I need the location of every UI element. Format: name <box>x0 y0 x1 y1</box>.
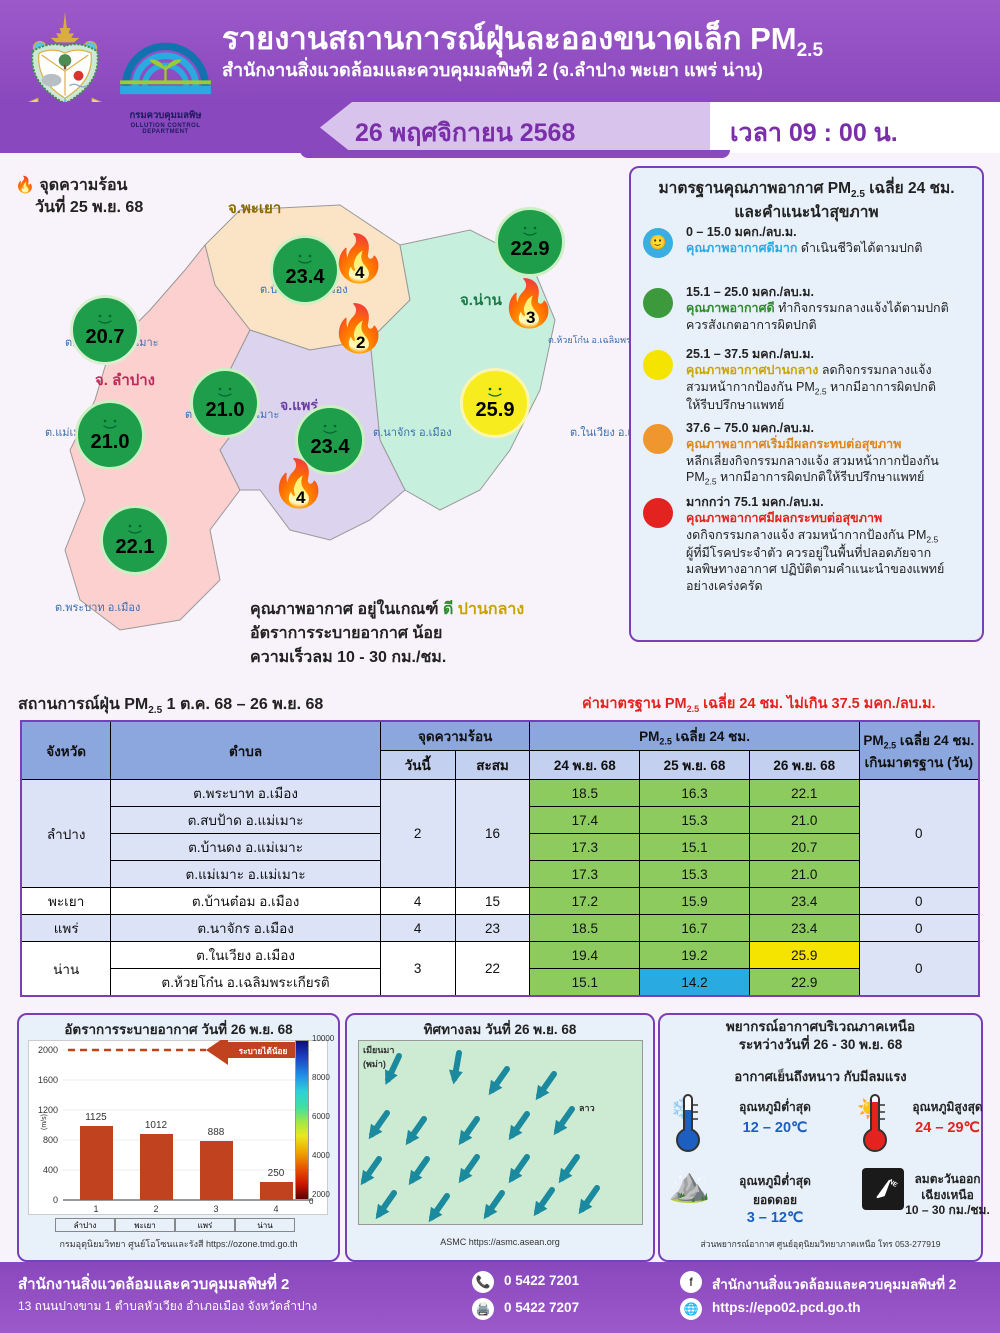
svg-text:1200: 1200 <box>38 1105 58 1115</box>
svg-text:1125: 1125 <box>85 1112 107 1123</box>
svg-text:2000: 2000 <box>38 1045 58 1055</box>
svg-text:(m/s): (m/s) <box>41 1114 48 1130</box>
svg-text:4: 4 <box>273 1204 278 1214</box>
svg-text:800: 800 <box>43 1135 58 1145</box>
svg-text:1600: 1600 <box>38 1075 58 1085</box>
svg-text:888: 888 <box>208 1127 225 1138</box>
svg-text:250: 250 <box>268 1168 285 1179</box>
svg-text:400: 400 <box>43 1165 58 1175</box>
svg-text:2: 2 <box>153 1204 158 1214</box>
svg-text:1: 1 <box>93 1204 98 1214</box>
svg-text:ระบายได้น้อย: ระบายได้น้อย <box>239 1046 288 1056</box>
svg-text:1012: 1012 <box>145 1120 168 1131</box>
svg-text:0: 0 <box>53 1195 58 1205</box>
svg-text:3: 3 <box>213 1204 218 1214</box>
